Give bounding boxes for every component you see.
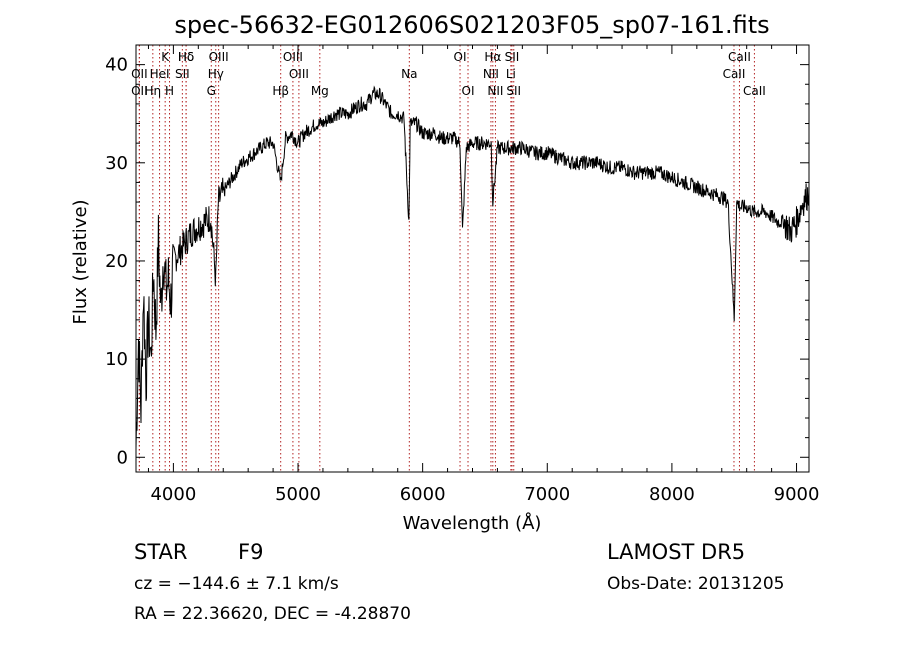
x-tick-label: 4000 <box>150 484 196 505</box>
y-axis-label: Flux (relative) <box>70 199 91 324</box>
coordinates: RA = 22.36620, DEC = -4.28870 <box>134 604 411 624</box>
x-tick-label: 9000 <box>774 484 820 505</box>
spectrum-line <box>135 85 810 449</box>
line-label: Hδ <box>178 50 194 64</box>
line-label: OII <box>131 67 148 81</box>
y-tick-label: 20 <box>105 251 128 272</box>
line-label: H <box>165 84 174 98</box>
line-label: Hδ <box>178 50 194 64</box>
line-label: HeI <box>150 67 170 81</box>
line-label: Hη <box>145 84 162 98</box>
y-tick-label: 30 <box>105 153 128 174</box>
line-label: NII <box>487 84 503 98</box>
observation-date: Obs-Date: 20131205 <box>607 574 785 594</box>
line-label: Li <box>506 67 516 81</box>
spectral-subclass: F9 <box>238 540 264 564</box>
x-tick-label: 8000 <box>649 484 695 505</box>
x-tick-label: 6000 <box>400 484 446 505</box>
line-label: OI <box>462 84 475 98</box>
object-class: STAR <box>134 540 188 564</box>
plot-frame <box>135 44 810 473</box>
x-tick-label: 7000 <box>524 484 570 505</box>
x-axis: 4000 5000 6000 7000 8000 9000 <box>147 45 820 505</box>
line-label: OIII <box>209 50 229 64</box>
line-label: OII <box>131 84 148 98</box>
x-axis-label: Wavelength (Å) <box>403 512 542 534</box>
line-label: Mg <box>311 84 329 98</box>
line-label: OIII <box>289 67 309 81</box>
line-label: Hα <box>484 50 501 64</box>
line-label: Hβ <box>272 84 289 98</box>
line-label: NII <box>483 67 499 81</box>
survey-name: LAMOST DR5 <box>607 540 746 564</box>
y-tick-label: 40 <box>105 55 128 76</box>
line-label: SII <box>506 84 521 98</box>
line-label: OIII <box>283 50 303 64</box>
line-label: K <box>161 50 170 64</box>
line-label: OI <box>454 50 467 64</box>
line-label: CaII <box>743 84 766 98</box>
redshift-cz: cz = −144.6 ± 7.1 km/s <box>134 574 339 594</box>
y-tick-label: 10 <box>105 349 128 370</box>
line-label: G <box>207 84 216 98</box>
line-label: CaII <box>723 67 746 81</box>
line-label: SII <box>505 50 520 64</box>
line-label: Hγ <box>208 67 224 81</box>
y-tick-label: 0 <box>117 447 128 468</box>
line-label: CaII <box>728 50 751 64</box>
line-label: SII <box>175 67 190 81</box>
line-label: Na <box>401 67 417 81</box>
y-axis: 0 10 20 30 40 <box>105 44 809 468</box>
emission-line-markers <box>138 45 755 472</box>
chart-title: spec-56632-EG012606S021203F05_sp07-161.f… <box>174 11 769 39</box>
x-tick-label: 5000 <box>275 484 321 505</box>
